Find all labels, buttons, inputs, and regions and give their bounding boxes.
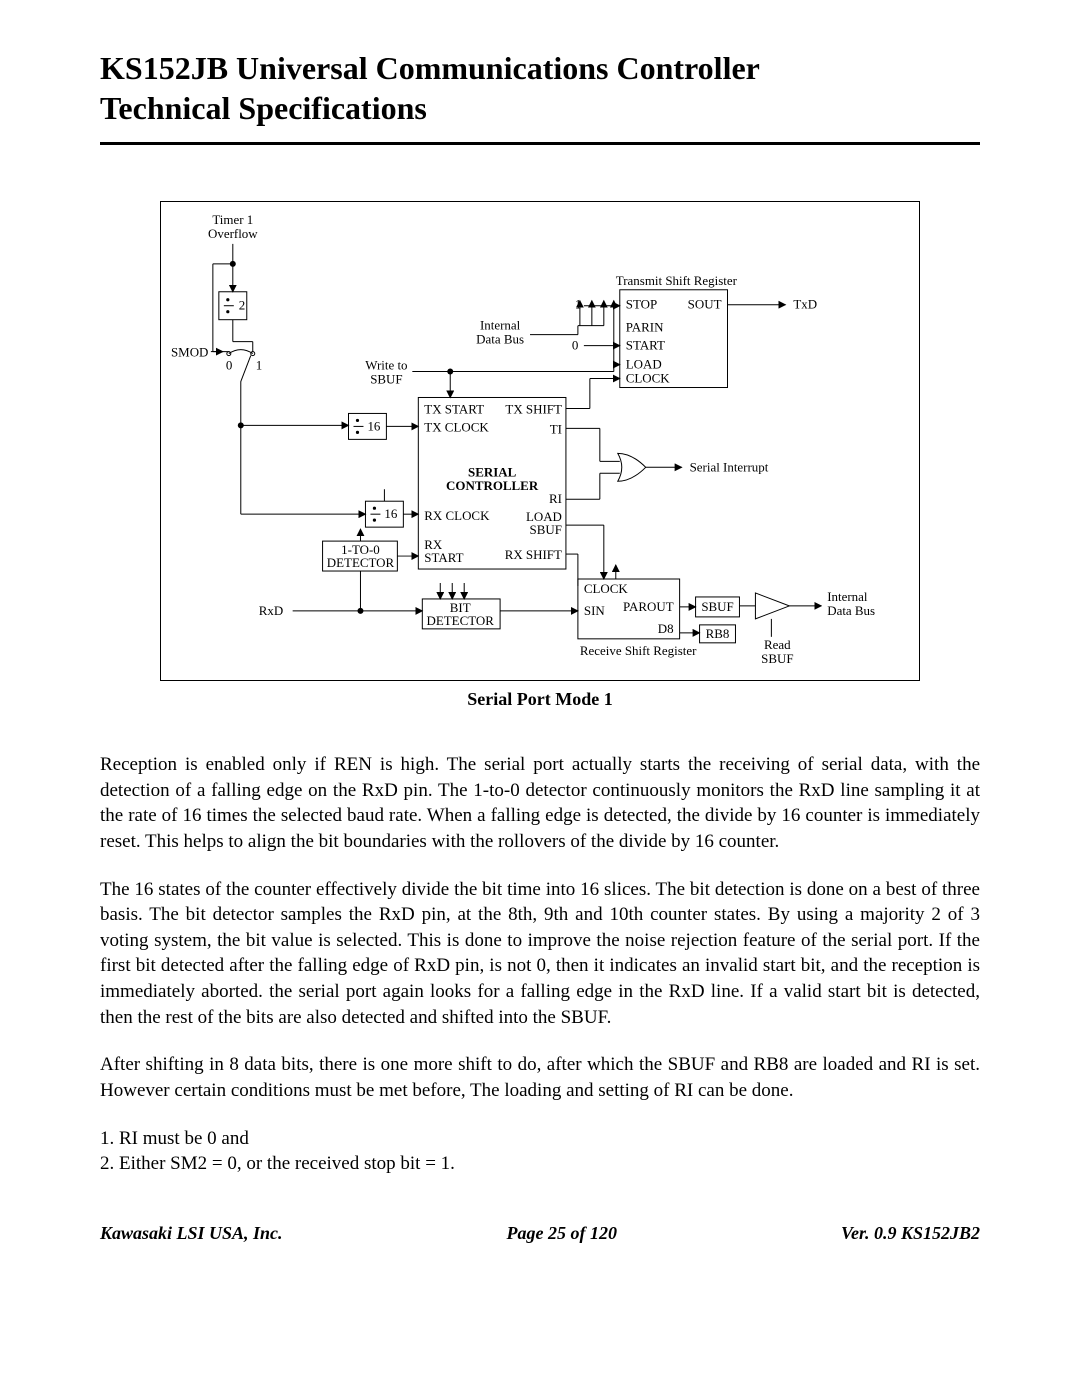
svg-text:SBUF: SBUF [530, 522, 562, 537]
svg-text:SBUF: SBUF [701, 599, 733, 614]
list-item-1: 1. RI must be 0 and [100, 1126, 980, 1152]
svg-text:TX SHIFT: TX SHIFT [505, 401, 562, 416]
svg-text:RB8: RB8 [706, 626, 730, 641]
svg-text:RX SHIFT: RX SHIFT [505, 547, 562, 562]
svg-text:Internal: Internal [827, 589, 868, 604]
paragraph-2: The 16 states of the counter effectively… [100, 877, 980, 1031]
svg-text:D8: D8 [658, 621, 674, 636]
svg-text:0: 0 [572, 338, 578, 353]
footer-page: Page 25 of 120 [507, 1223, 617, 1244]
title-line-2: Technical Specifications [100, 90, 427, 126]
svg-text:2: 2 [239, 298, 245, 313]
svg-text:SERIAL: SERIAL [468, 464, 517, 479]
serial-port-mode-1-diagram: Timer 1 Overflow 2 SMOD 0 1 [160, 201, 920, 681]
svg-text:SOUT: SOUT [688, 297, 722, 312]
page-title: KS152JB Universal Communications Control… [100, 48, 980, 128]
svg-text:DETECTOR: DETECTOR [327, 555, 395, 570]
svg-text:TX CLOCK: TX CLOCK [424, 419, 489, 434]
svg-text:Write to: Write to [365, 358, 407, 373]
svg-text:Timer 1: Timer 1 [212, 212, 253, 227]
svg-text:RX CLOCK: RX CLOCK [424, 508, 490, 523]
svg-text:0: 0 [226, 358, 232, 373]
paragraph-3: After shifting in 8 data bits, there is … [100, 1052, 980, 1103]
page-footer: Kawasaki LSI USA, Inc. Page 25 of 120 Ve… [100, 1223, 980, 1244]
diagram-svg: Timer 1 Overflow 2 SMOD 0 1 [161, 202, 919, 681]
svg-text:16: 16 [367, 418, 380, 433]
svg-text:Transmit Shift Register: Transmit Shift Register [616, 273, 738, 288]
svg-text:START: START [424, 550, 463, 565]
svg-text:CLOCK: CLOCK [626, 371, 671, 386]
diagram-caption: Serial Port Mode 1 [100, 689, 980, 710]
svg-text:Internal: Internal [480, 318, 521, 333]
svg-text:RI: RI [549, 491, 562, 506]
svg-text:PAROUT: PAROUT [623, 599, 674, 614]
title-line-1: KS152JB Universal Communications Control… [100, 50, 760, 86]
svg-text:SMOD: SMOD [171, 345, 208, 360]
svg-text:RxD: RxD [259, 603, 283, 618]
svg-text:TX START: TX START [424, 401, 484, 416]
svg-text:LOAD: LOAD [626, 357, 662, 372]
svg-text:Serial Interrupt: Serial Interrupt [690, 459, 769, 474]
svg-text:16: 16 [384, 506, 397, 521]
svg-text:1: 1 [256, 358, 262, 373]
svg-text:CONTROLLER: CONTROLLER [446, 478, 539, 493]
svg-text:1: 1 [575, 297, 581, 312]
svg-text:TI: TI [550, 421, 562, 436]
footer-company: Kawasaki LSI USA, Inc. [100, 1223, 283, 1244]
svg-text:Data Bus: Data Bus [827, 603, 875, 618]
svg-text:SBUF: SBUF [761, 651, 793, 666]
svg-text:Receive Shift Register: Receive Shift Register [580, 643, 697, 658]
body-text: Reception is enabled only if REN is high… [100, 752, 980, 1177]
svg-text:START: START [626, 338, 665, 353]
title-rule [100, 142, 980, 145]
svg-text:Data Bus: Data Bus [476, 332, 524, 347]
footer-version: Ver. 0.9 KS152JB2 [841, 1223, 980, 1244]
svg-text:Overflow: Overflow [208, 226, 258, 241]
paragraph-1: Reception is enabled only if REN is high… [100, 752, 980, 855]
svg-text:DETECTOR: DETECTOR [427, 613, 495, 628]
svg-text:PARIN: PARIN [626, 320, 664, 335]
svg-text:STOP: STOP [626, 297, 657, 312]
svg-text:Read: Read [764, 637, 791, 652]
list-item-2: 2. Either SM2 = 0, or the received stop … [100, 1151, 980, 1177]
svg-text:TxD: TxD [793, 297, 817, 312]
svg-text:SBUF: SBUF [370, 372, 402, 387]
svg-text:SIN: SIN [584, 603, 606, 618]
svg-text:CLOCK: CLOCK [584, 581, 629, 596]
